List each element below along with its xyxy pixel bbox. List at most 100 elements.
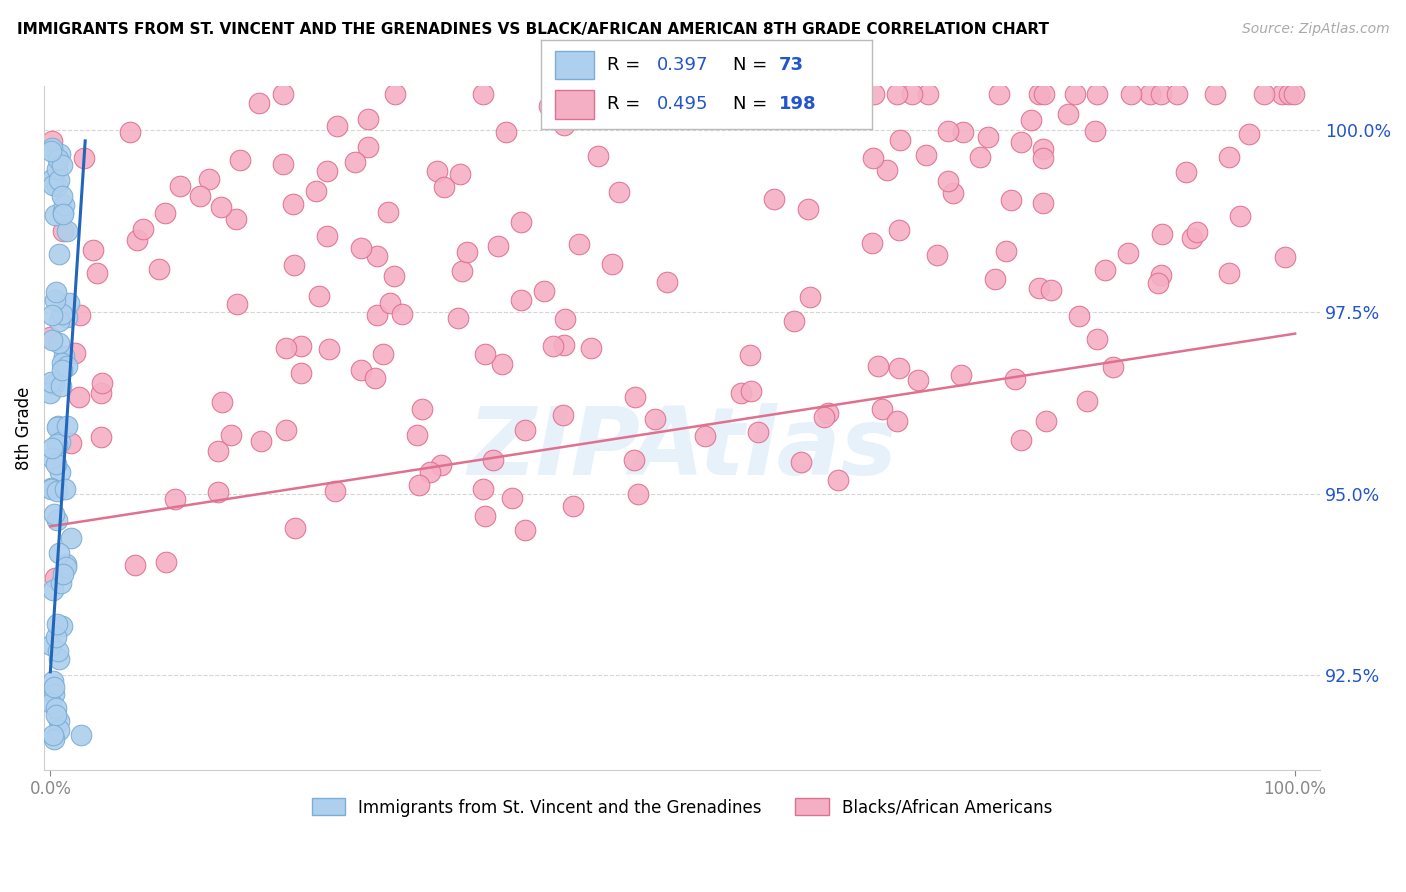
Point bbox=[446, 310, 468, 325]
Point bbox=[889, 133, 911, 147]
Point bbox=[371, 347, 394, 361]
Point bbox=[132, 221, 155, 235]
Point bbox=[995, 244, 1018, 259]
Point bbox=[53, 349, 76, 363]
Point bbox=[55, 310, 77, 324]
Point bbox=[51, 158, 73, 172]
Point bbox=[315, 229, 337, 244]
Point bbox=[783, 313, 806, 327]
Point bbox=[44, 208, 66, 222]
Point bbox=[554, 312, 576, 326]
Point bbox=[283, 259, 305, 273]
Point bbox=[1028, 87, 1050, 101]
Point bbox=[52, 205, 75, 219]
Point bbox=[1181, 231, 1204, 245]
Point bbox=[655, 275, 678, 289]
Point bbox=[207, 484, 229, 499]
Point bbox=[209, 200, 232, 214]
Point bbox=[644, 412, 666, 426]
Text: IMMIGRANTS FROM ST. VINCENT AND THE GRENADINES VS BLACK/AFRICAN AMERICAN 8TH GRA: IMMIGRANTS FROM ST. VINCENT AND THE GREN… bbox=[17, 22, 1049, 37]
Point bbox=[49, 575, 72, 590]
Point bbox=[987, 87, 1010, 101]
Point bbox=[308, 289, 330, 303]
Point bbox=[357, 140, 380, 154]
Point bbox=[870, 401, 893, 416]
Point bbox=[1150, 268, 1173, 282]
Point bbox=[695, 429, 717, 443]
Point bbox=[41, 178, 63, 193]
Point bbox=[1019, 112, 1042, 127]
Text: 0.397: 0.397 bbox=[657, 56, 709, 74]
Point bbox=[917, 87, 939, 101]
Point bbox=[363, 371, 385, 385]
Point bbox=[45, 630, 67, 644]
Text: 73: 73 bbox=[779, 56, 804, 74]
Point bbox=[48, 172, 70, 186]
Point bbox=[326, 120, 349, 134]
Point bbox=[357, 112, 380, 127]
Point bbox=[1229, 209, 1251, 223]
Point bbox=[1094, 263, 1116, 277]
Point bbox=[82, 243, 104, 257]
Point bbox=[430, 458, 453, 472]
Point bbox=[408, 478, 430, 492]
Point bbox=[42, 508, 65, 522]
Point bbox=[46, 153, 69, 167]
Point bbox=[366, 308, 388, 322]
Point bbox=[41, 333, 63, 347]
Point bbox=[482, 453, 505, 467]
Point bbox=[45, 483, 67, 498]
Point bbox=[740, 384, 762, 398]
Text: 198: 198 bbox=[779, 95, 817, 113]
Point bbox=[39, 696, 62, 710]
Point bbox=[510, 215, 533, 229]
Point bbox=[1278, 87, 1301, 101]
Point bbox=[198, 171, 221, 186]
Point bbox=[90, 430, 112, 444]
Point bbox=[474, 509, 496, 524]
Point bbox=[515, 523, 537, 537]
Point bbox=[124, 558, 146, 572]
Point bbox=[1187, 226, 1209, 240]
Point bbox=[39, 375, 62, 389]
Point bbox=[45, 701, 67, 715]
Point bbox=[1076, 393, 1098, 408]
Point bbox=[969, 150, 991, 164]
Point bbox=[69, 308, 91, 322]
Point bbox=[49, 147, 72, 161]
Point bbox=[551, 408, 574, 422]
Point bbox=[815, 87, 838, 101]
Point bbox=[1152, 227, 1174, 241]
Point bbox=[1032, 142, 1054, 156]
Point bbox=[1056, 106, 1078, 120]
Point bbox=[510, 293, 533, 308]
Point bbox=[42, 687, 65, 701]
Point bbox=[1064, 87, 1087, 101]
Point bbox=[46, 437, 69, 451]
Point bbox=[247, 96, 270, 111]
Y-axis label: 8th Grade: 8th Grade bbox=[15, 386, 32, 470]
Point bbox=[1218, 266, 1240, 280]
Point bbox=[977, 130, 1000, 145]
Point bbox=[1010, 433, 1032, 447]
Point bbox=[384, 87, 406, 101]
Point bbox=[41, 674, 63, 689]
Point bbox=[1067, 310, 1090, 324]
Point bbox=[1271, 87, 1294, 101]
Point bbox=[886, 414, 908, 428]
Point bbox=[315, 163, 337, 178]
Point bbox=[228, 153, 250, 167]
Point bbox=[515, 423, 537, 437]
Point bbox=[1218, 150, 1240, 164]
Point bbox=[1147, 277, 1170, 291]
Point bbox=[42, 377, 65, 392]
Point bbox=[623, 390, 645, 404]
Point bbox=[323, 483, 346, 498]
Point bbox=[730, 385, 752, 400]
Point bbox=[1083, 124, 1105, 138]
Point bbox=[188, 188, 211, 202]
Point bbox=[48, 314, 70, 328]
Point bbox=[41, 482, 63, 496]
Point bbox=[155, 555, 177, 569]
Point bbox=[48, 643, 70, 657]
